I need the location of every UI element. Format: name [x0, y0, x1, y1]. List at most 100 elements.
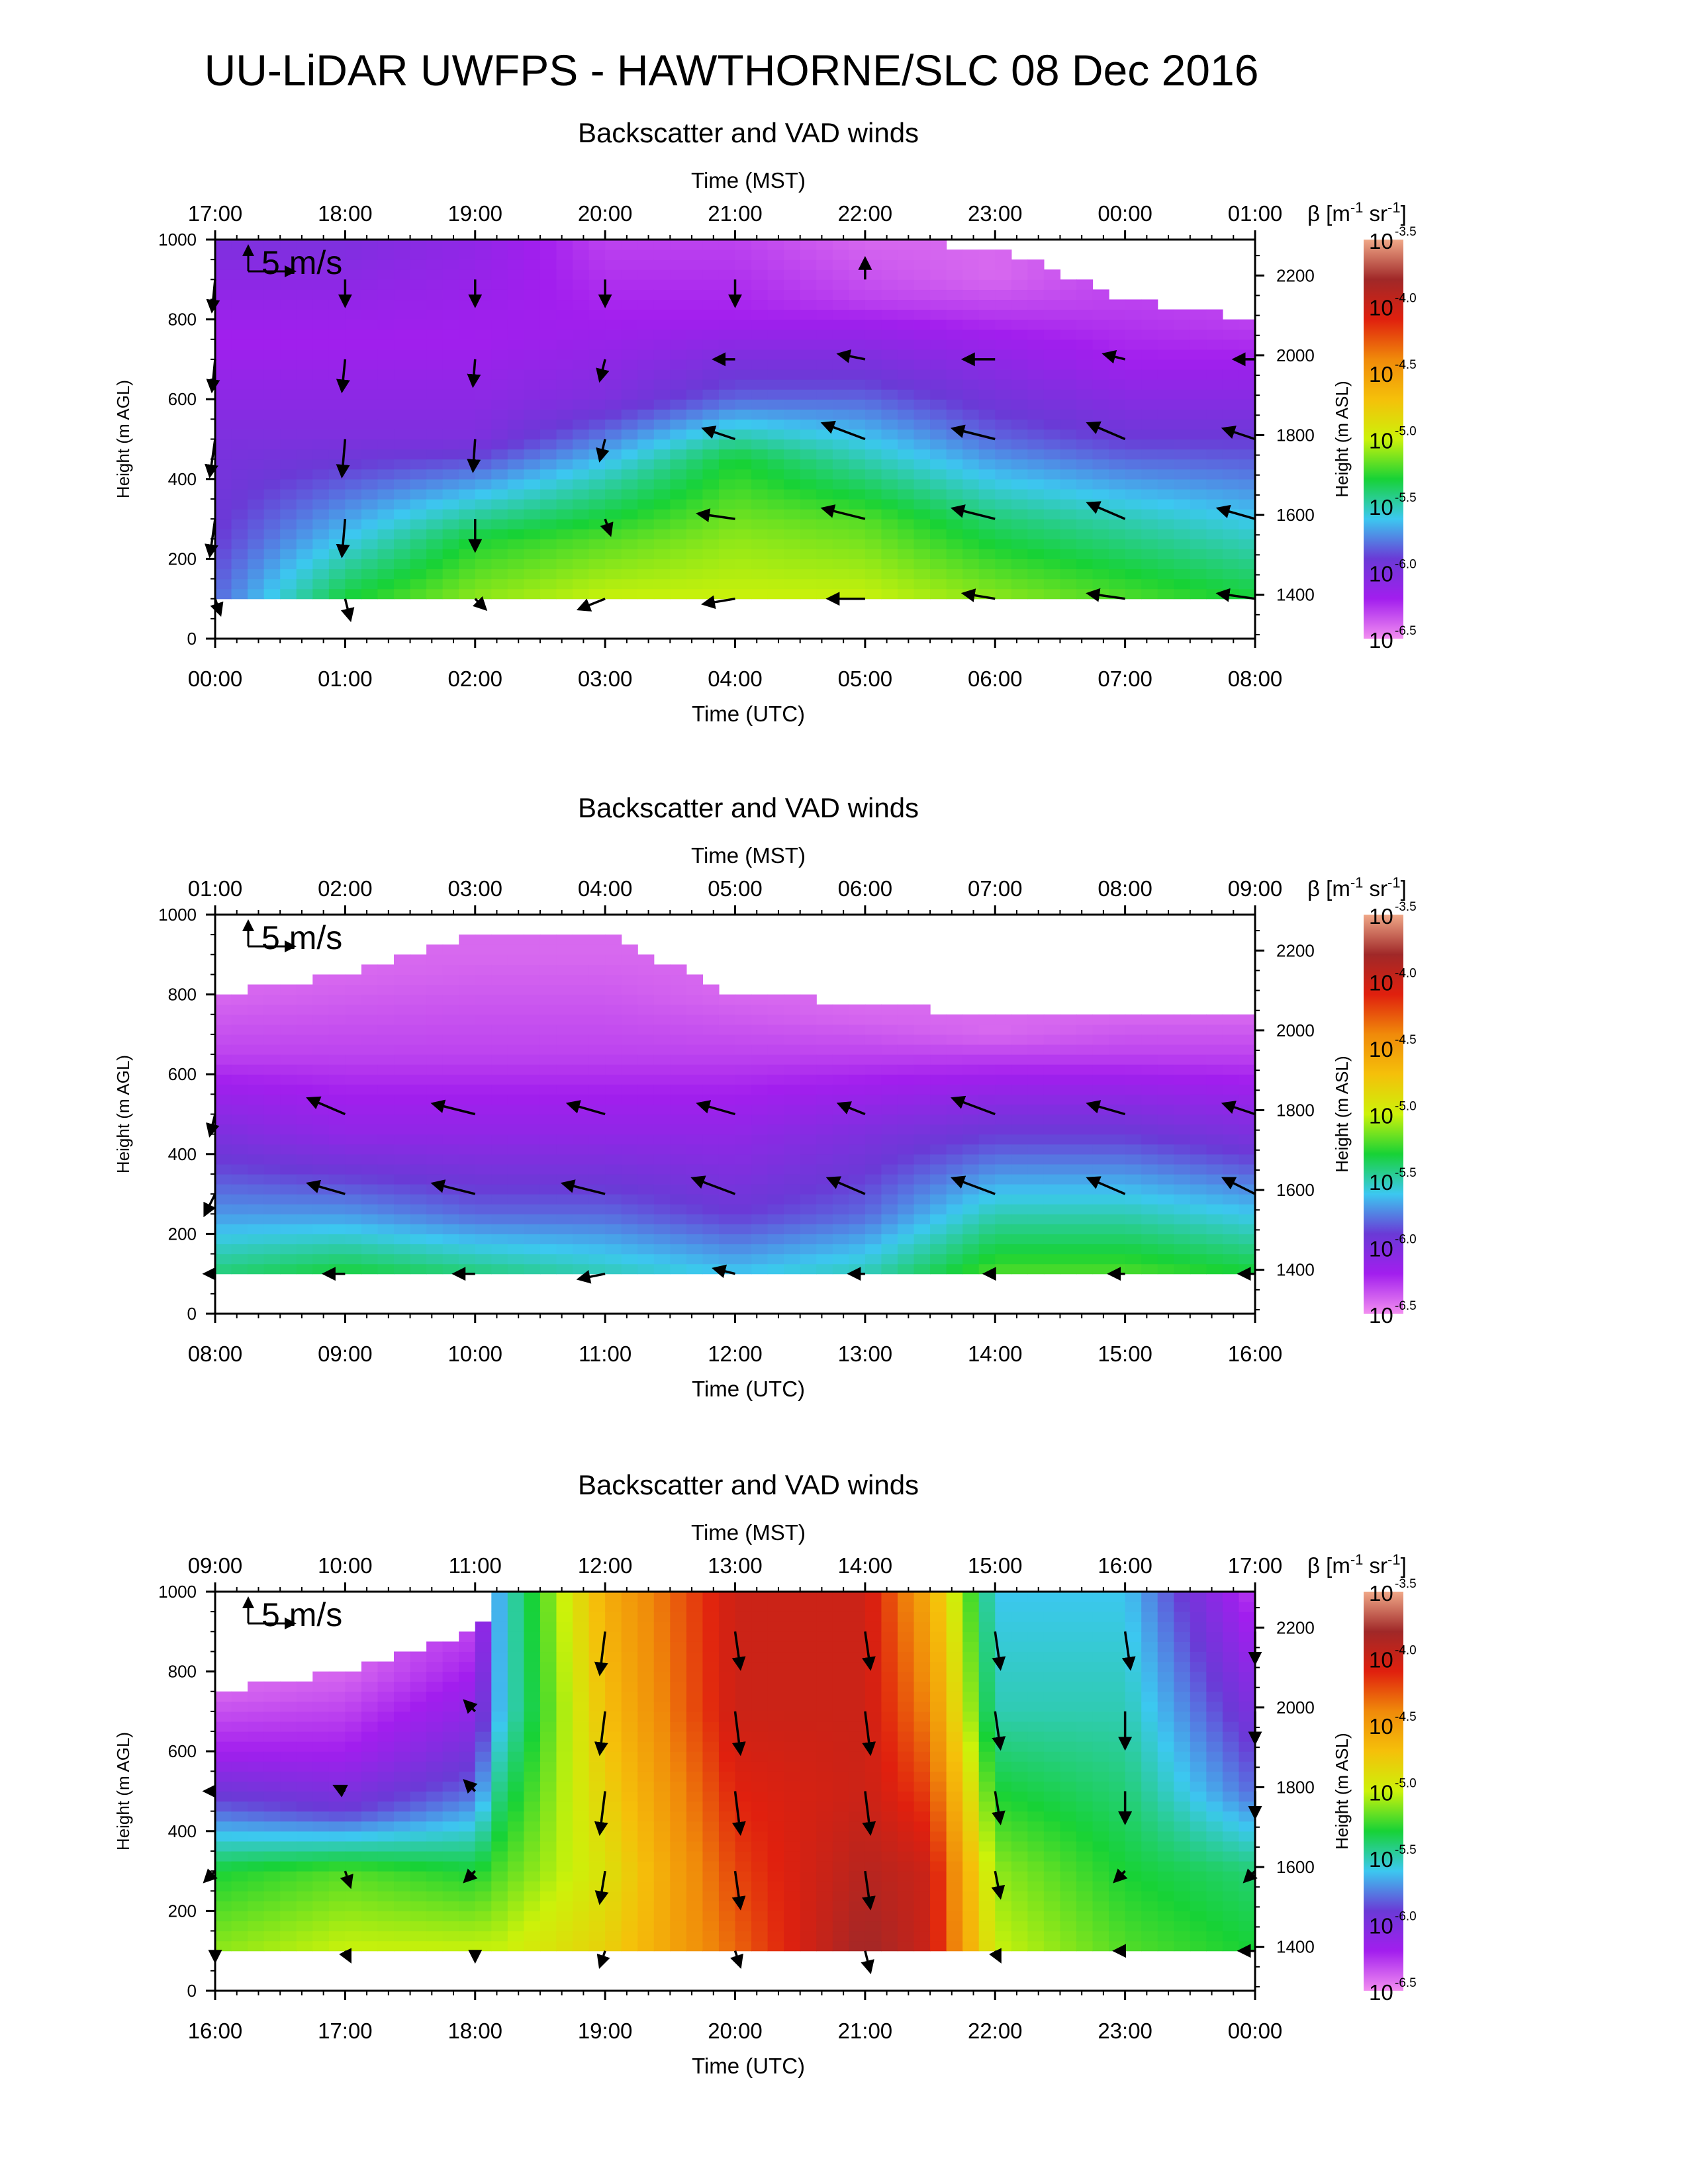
heatmap-cell [653, 1054, 671, 1065]
heatmap-cell [637, 240, 655, 250]
heatmap-cell [426, 1034, 444, 1045]
heatmap-cell [914, 279, 931, 290]
heatmap-cell [995, 549, 1012, 559]
heatmap-cell [849, 569, 866, 580]
heatmap-cell [328, 429, 346, 440]
heatmap-cell [881, 519, 898, 529]
heatmap-cell [263, 1761, 281, 1772]
heatmap-cell [702, 559, 720, 570]
heatmap-cell [1027, 1224, 1045, 1234]
heatmap-cell [475, 519, 492, 529]
heatmap-cell [1222, 449, 1240, 460]
heatmap-cell [637, 1214, 655, 1224]
heatmap-cell [767, 488, 784, 500]
heatmap-cell [588, 250, 606, 260]
heatmap-cell [946, 478, 963, 490]
x-top-tick-label: 20:00 [578, 201, 633, 226]
heatmap-cell [573, 240, 590, 250]
heatmap-cell [1157, 1244, 1174, 1255]
heatmap-cell [248, 1901, 265, 1911]
heatmap-cell [751, 469, 769, 480]
y-axis-label: Height (m AGL) [113, 1055, 133, 1173]
heatmap-cell [588, 549, 606, 559]
heatmap-cell [1174, 1253, 1191, 1265]
heatmap-cell [588, 359, 606, 370]
heatmap-cell [914, 1134, 931, 1145]
wind-arrow [203, 1193, 216, 1218]
heatmap-cell [832, 1234, 849, 1245]
heatmap-cell [849, 279, 866, 290]
heatmap-cell [475, 539, 492, 549]
heatmap-cell [248, 529, 265, 539]
heatmap-cell [914, 379, 931, 390]
heatmap-cell [361, 1671, 379, 1682]
heatmap-cell [1027, 439, 1045, 450]
heatmap-cell [263, 1681, 281, 1692]
heatmap-cell [816, 1184, 833, 1195]
heatmap-cell [328, 578, 346, 590]
heatmap-cell [524, 1173, 541, 1185]
heatmap-cell [296, 1881, 313, 1891]
heatmap-cell [800, 369, 817, 380]
heatmap-cell [491, 329, 508, 340]
heatmap-cell [1206, 459, 1223, 470]
heatmap-cell [426, 944, 444, 955]
heatmap-cell [978, 1074, 996, 1085]
heatmap-cell [296, 1871, 313, 1882]
heatmap-cell [377, 1214, 395, 1224]
heatmap-cell [784, 379, 801, 390]
heatmap-cell [394, 1044, 411, 1055]
heatmap-cell [914, 399, 931, 410]
heatmap-cell [426, 449, 444, 460]
heatmap-cell [1109, 488, 1126, 500]
heatmap-cell [1027, 559, 1045, 570]
colorbar-tick-exp: -6.0 [1395, 558, 1417, 572]
heatmap-cell [1109, 1234, 1126, 1245]
heatmap-cell [491, 349, 508, 360]
heatmap-cell [800, 529, 817, 539]
heatmap-cell [345, 1711, 362, 1722]
heatmap-cell [296, 488, 313, 500]
heatmap-cell [491, 994, 508, 1005]
heatmap-cell [784, 1044, 801, 1055]
heatmap-cell [865, 1154, 882, 1165]
heatmap-cell [312, 1084, 330, 1095]
heatmap-cell [394, 1751, 411, 1762]
heatmap-cell [767, 1024, 784, 1035]
heatmap-cell [978, 1214, 996, 1224]
heatmap-cell [263, 1194, 281, 1205]
heatmap-cell [394, 1134, 411, 1145]
heatmap-cell [573, 578, 590, 590]
heatmap-cell [1190, 1114, 1207, 1125]
heatmap-cell [377, 1931, 395, 1942]
heatmap-cell [231, 994, 248, 1005]
heatmap-cell [231, 1104, 248, 1115]
heatmap-cell [475, 469, 492, 480]
heatmap-cell [442, 509, 459, 520]
heatmap-cell [410, 1861, 427, 1872]
heatmap-cell [1076, 309, 1094, 320]
heatmap-cell [573, 519, 590, 529]
heatmap-cell [588, 1253, 606, 1265]
heatmap-cell [215, 1901, 232, 1911]
heatmap-cell [459, 549, 476, 559]
heatmap-cell [280, 1771, 297, 1782]
heatmap-cell [849, 439, 866, 450]
heatmap-cell [377, 1891, 395, 1901]
heatmap-cell [832, 1024, 849, 1035]
heatmap-cell [865, 389, 882, 400]
heatmap-cell [296, 289, 313, 300]
heatmap-cell [524, 349, 541, 360]
heatmap-cell [1125, 1064, 1142, 1075]
heatmap-cell [1027, 459, 1045, 470]
heatmap-cell [1125, 409, 1142, 420]
heatmap-cell [394, 449, 411, 460]
heatmap-cell [248, 509, 265, 520]
heatmap-cell [556, 289, 573, 300]
heatmap-cell [312, 289, 330, 300]
heatmap-cell [442, 459, 459, 470]
heatmap-cell [1043, 1173, 1061, 1185]
heatmap-cell [686, 1244, 704, 1255]
heatmap-cell [231, 519, 248, 529]
heatmap-cell [800, 1134, 817, 1145]
